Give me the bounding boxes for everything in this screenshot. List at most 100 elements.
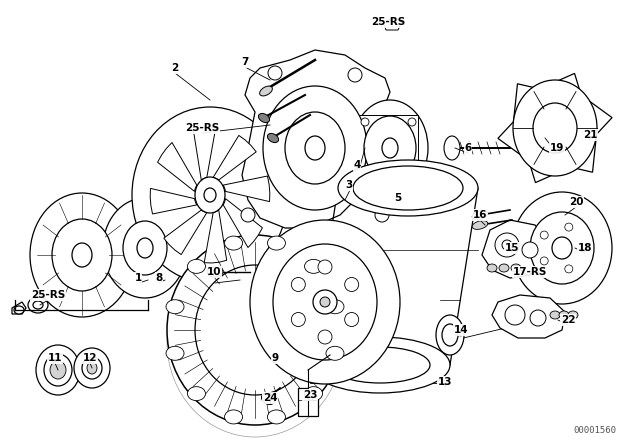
Circle shape <box>320 297 330 307</box>
Circle shape <box>540 257 548 265</box>
Text: 14: 14 <box>454 325 468 335</box>
Text: 25-RS: 25-RS <box>185 123 219 133</box>
Ellipse shape <box>472 211 488 220</box>
Ellipse shape <box>132 107 288 283</box>
Ellipse shape <box>250 220 400 384</box>
Ellipse shape <box>50 361 66 379</box>
Polygon shape <box>242 50 390 228</box>
Ellipse shape <box>36 345 80 395</box>
Circle shape <box>564 223 573 231</box>
Bar <box>298 388 318 416</box>
Circle shape <box>348 68 362 82</box>
Ellipse shape <box>166 346 184 360</box>
Circle shape <box>361 171 369 179</box>
Ellipse shape <box>188 259 205 273</box>
Polygon shape <box>157 142 196 191</box>
Ellipse shape <box>326 346 344 360</box>
Text: 18: 18 <box>578 243 592 253</box>
Text: 25-RS: 25-RS <box>371 17 405 27</box>
Ellipse shape <box>273 244 377 360</box>
Text: 00001560: 00001560 <box>573 426 616 435</box>
Ellipse shape <box>552 237 572 259</box>
Ellipse shape <box>338 160 478 216</box>
Circle shape <box>313 290 337 314</box>
Ellipse shape <box>259 113 269 123</box>
Polygon shape <box>482 220 548 278</box>
Polygon shape <box>164 210 207 254</box>
Text: 2: 2 <box>172 63 179 73</box>
Ellipse shape <box>30 193 134 317</box>
Ellipse shape <box>166 300 184 314</box>
Ellipse shape <box>262 393 275 405</box>
Ellipse shape <box>487 264 497 272</box>
Ellipse shape <box>499 264 509 272</box>
Polygon shape <box>204 210 227 263</box>
Ellipse shape <box>352 100 428 196</box>
Ellipse shape <box>444 136 460 160</box>
Ellipse shape <box>195 265 315 395</box>
Ellipse shape <box>533 103 577 153</box>
Polygon shape <box>150 189 196 214</box>
Text: 24: 24 <box>262 393 277 403</box>
Ellipse shape <box>195 177 225 213</box>
Ellipse shape <box>263 86 367 210</box>
Ellipse shape <box>167 235 343 425</box>
Ellipse shape <box>436 315 464 355</box>
Ellipse shape <box>442 324 458 346</box>
Ellipse shape <box>330 347 430 383</box>
Ellipse shape <box>225 410 243 424</box>
Ellipse shape <box>87 362 97 374</box>
Ellipse shape <box>14 306 24 314</box>
Ellipse shape <box>260 86 273 96</box>
Text: 20: 20 <box>569 197 583 207</box>
Ellipse shape <box>52 219 112 291</box>
Text: 19: 19 <box>550 143 564 153</box>
Ellipse shape <box>225 236 243 250</box>
Circle shape <box>345 313 358 327</box>
Circle shape <box>375 208 389 222</box>
Ellipse shape <box>74 348 110 388</box>
Circle shape <box>580 244 588 252</box>
Polygon shape <box>213 135 256 180</box>
Circle shape <box>345 277 358 292</box>
Ellipse shape <box>305 136 325 160</box>
Circle shape <box>522 242 538 258</box>
Ellipse shape <box>568 311 578 319</box>
Ellipse shape <box>44 354 72 386</box>
Polygon shape <box>223 198 262 248</box>
Circle shape <box>318 260 332 274</box>
Ellipse shape <box>305 387 323 401</box>
Ellipse shape <box>530 212 594 284</box>
Ellipse shape <box>364 116 416 180</box>
Circle shape <box>502 240 512 250</box>
Ellipse shape <box>268 236 285 250</box>
Circle shape <box>241 208 255 222</box>
Ellipse shape <box>103 198 187 298</box>
Circle shape <box>505 305 525 325</box>
Polygon shape <box>498 73 612 183</box>
Ellipse shape <box>72 243 92 267</box>
Polygon shape <box>492 295 565 338</box>
Ellipse shape <box>512 192 612 304</box>
Circle shape <box>291 313 305 327</box>
Ellipse shape <box>305 259 323 273</box>
Ellipse shape <box>513 80 597 176</box>
Text: 4: 4 <box>353 160 361 170</box>
Text: 12: 12 <box>83 353 97 363</box>
Bar <box>358 115 418 180</box>
Polygon shape <box>193 127 216 180</box>
Circle shape <box>318 330 332 344</box>
Text: 13: 13 <box>438 377 452 387</box>
Circle shape <box>408 171 416 179</box>
Circle shape <box>495 233 519 257</box>
Text: 8: 8 <box>156 273 163 283</box>
Polygon shape <box>383 18 402 30</box>
Ellipse shape <box>137 238 153 258</box>
Ellipse shape <box>559 311 569 319</box>
Text: 10: 10 <box>207 267 221 277</box>
Circle shape <box>540 231 548 239</box>
Text: 11: 11 <box>48 353 62 363</box>
Ellipse shape <box>353 166 463 210</box>
Text: 5: 5 <box>394 193 402 203</box>
Ellipse shape <box>123 221 167 275</box>
